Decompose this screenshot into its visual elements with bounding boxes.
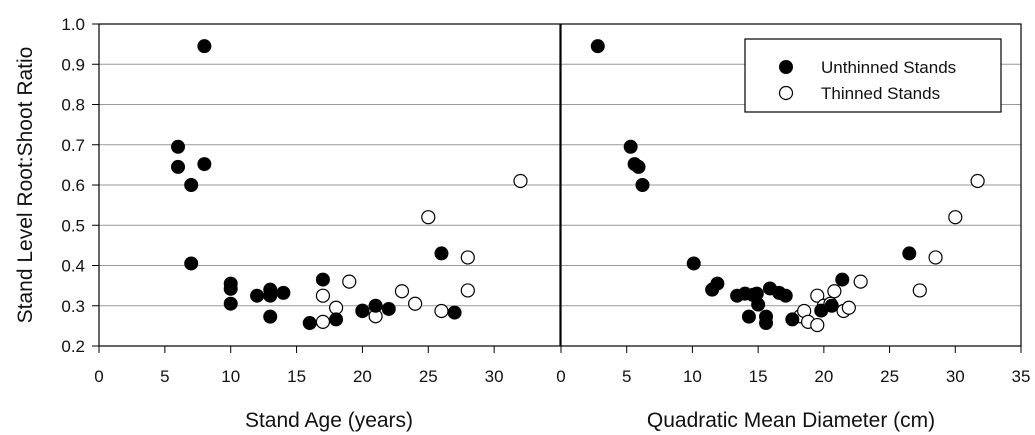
- unthinned-point: [590, 39, 605, 54]
- unthinned-point: [635, 178, 650, 192]
- thinned-point: [853, 274, 868, 289]
- unthinned-point: [197, 157, 212, 172]
- x-tick-label: 25: [880, 367, 899, 386]
- x-tick-label: 25: [419, 367, 438, 386]
- unthinned-point: [302, 316, 317, 331]
- y-axis-title: Stand Level Root:Shoot Ratio: [14, 47, 37, 324]
- unthinned-point: [250, 288, 265, 303]
- thinned-point: [328, 300, 344, 315]
- unthinned-point: [778, 288, 793, 303]
- unthinned-point: [171, 139, 186, 154]
- x-tick-label: 0: [94, 367, 103, 386]
- unthinned-point: [447, 305, 462, 320]
- legend-label-unthinned: Unthinned Stands: [821, 58, 956, 77]
- legend-marker-thinned: [778, 85, 794, 101]
- y-tick-label: 0.9: [61, 55, 85, 74]
- thinned-point: [810, 317, 825, 333]
- thinned-point: [928, 250, 943, 265]
- legend-marker-unthinned: [779, 60, 793, 74]
- unthinned-point: [184, 256, 199, 271]
- unthinned-point: [329, 312, 344, 327]
- axis-ticks: [92, 23, 1022, 353]
- thinned-point: [841, 300, 856, 315]
- unthinned-point: [263, 309, 278, 324]
- x-tick-label: 30: [485, 367, 504, 386]
- y-tick-label: 0.8: [61, 96, 85, 115]
- tick-labels: 0 5 10 15 20 25 30 0.2 0.3 0.4 0.5 0.6 0.7 0.8 0.9 1.0 0…: [61, 15, 1030, 386]
- thinned-point: [912, 283, 927, 298]
- y-tick-label: 0.5: [61, 216, 85, 235]
- unthinned-point: [686, 256, 701, 271]
- unthinned-point: [355, 303, 370, 318]
- thinned-point: [513, 173, 528, 189]
- unthinned-point: [705, 282, 720, 297]
- unthinned-point: [751, 297, 766, 312]
- unthinned-point: [902, 246, 917, 261]
- x-tick-label: 20: [353, 367, 372, 386]
- x-tick-label: 15: [287, 367, 306, 386]
- panel-border: [560, 23, 1022, 347]
- unthinned-point: [835, 272, 850, 287]
- x-axis-title-right: Quadratic Mean Diameter (cm): [647, 409, 935, 432]
- unthinned-point: [785, 312, 800, 327]
- y-tick-label: 0.3: [61, 297, 85, 316]
- thinned-point: [394, 284, 410, 299]
- thinned-point: [315, 288, 331, 303]
- data-points: [171, 39, 985, 333]
- legend-label-thinned: Thinned Stands: [821, 84, 940, 103]
- unthinned-point: [623, 139, 638, 154]
- x-tick-label: 15: [749, 367, 768, 386]
- thinned-point: [810, 288, 825, 303]
- unthinned-point: [434, 246, 449, 261]
- unthinned-point: [315, 272, 330, 287]
- thinned-point: [460, 250, 475, 265]
- thinned-point: [948, 210, 963, 225]
- unthinned-point: [824, 298, 839, 313]
- thinned-point: [315, 314, 331, 329]
- thinned-point: [421, 210, 436, 225]
- thinned-point: [970, 173, 985, 189]
- unthinned-point: [263, 288, 278, 303]
- thinned-point: [827, 284, 842, 299]
- y-tick-label: 1.0: [61, 15, 85, 34]
- x-tick-label: 5: [160, 367, 169, 386]
- thinned-point: [434, 303, 449, 319]
- unthinned-point: [197, 39, 212, 54]
- x-tick-label: 10: [221, 367, 240, 386]
- thinned-point: [460, 283, 475, 298]
- unthinned-point: [223, 296, 238, 311]
- x-tick-label: 35: [1012, 367, 1031, 386]
- thinned-point: [408, 296, 423, 311]
- legend: Unthinned Stands Thinned Stands: [744, 38, 1002, 113]
- unthinned-point: [223, 281, 238, 296]
- unthinned-point: [381, 301, 396, 316]
- x-tick-label: 10: [683, 367, 702, 386]
- unthinned-point: [184, 178, 199, 192]
- unthinned-point: [368, 298, 383, 313]
- y-tick-label: 0.4: [61, 257, 85, 276]
- x-tick-label: 30: [946, 367, 965, 386]
- unthinned-point: [759, 316, 774, 331]
- y-tick-label: 0.6: [61, 176, 85, 195]
- x-tick-label: 20: [814, 367, 833, 386]
- y-tick-label: 0.2: [61, 337, 85, 356]
- y-tick-label: 0.7: [61, 136, 85, 155]
- unthinned-point: [276, 285, 291, 300]
- unthinned-point: [631, 159, 646, 174]
- unthinned-point: [741, 309, 756, 324]
- x-tick-label: 5: [622, 367, 631, 386]
- x-axis-title-left: Stand Age (years): [245, 409, 413, 432]
- unthinned-point: [171, 159, 186, 174]
- thinned-point: [342, 274, 357, 289]
- x-tick-label: 0: [556, 367, 565, 386]
